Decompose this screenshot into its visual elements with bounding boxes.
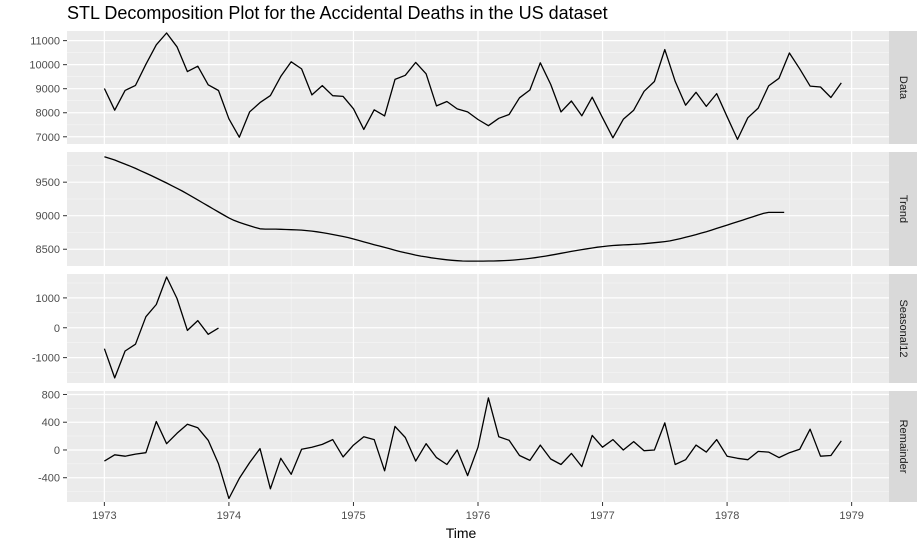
series-line-remainder xyxy=(104,397,842,500)
facet-strip-data xyxy=(889,31,917,144)
facet-strip-remainder xyxy=(889,391,917,502)
y-tick-label: 10000 xyxy=(29,60,60,72)
facet-strip-trend xyxy=(889,152,917,266)
x-tick-label: 1974 xyxy=(217,510,241,522)
series-line-trend xyxy=(104,156,785,262)
y-tick-label: 1000 xyxy=(36,293,60,305)
facet-strip-label: Remainder xyxy=(897,420,909,474)
series-line-seasonal12 xyxy=(103,276,219,379)
y-tick-label: 8000 xyxy=(36,108,60,120)
y-tick-label: 9000 xyxy=(36,84,60,96)
series-line-data xyxy=(103,32,842,141)
y-tick-label: 9500 xyxy=(36,177,60,189)
y-tick-label: 0 xyxy=(54,323,60,335)
x-tick-label: 1979 xyxy=(839,510,863,522)
y-tick-label: 9000 xyxy=(36,211,60,223)
y-tick-label: 0 xyxy=(54,445,60,457)
y-tick-label: 7000 xyxy=(36,132,60,144)
x-tick-label: 1978 xyxy=(715,510,739,522)
x-axis-title: Time xyxy=(445,525,477,541)
y-tick-label: 800 xyxy=(42,389,60,401)
y-tick-label: -1000 xyxy=(32,353,60,365)
facet-strip-label: Seasonal12 xyxy=(897,299,909,357)
y-tick-label: 11000 xyxy=(30,36,60,48)
facet-strip-seasonal12 xyxy=(889,274,917,383)
x-tick-label: 1976 xyxy=(466,510,490,522)
x-tick-label: 1973 xyxy=(92,510,116,522)
chart-title: STL Decomposition Plot for the Accidenta… xyxy=(67,3,608,23)
facet-strip-label: Trend xyxy=(897,195,909,223)
y-tick-label: 8500 xyxy=(36,244,60,256)
x-tick-label: 1977 xyxy=(590,510,614,522)
facet-strip-label: Data xyxy=(897,76,909,100)
x-tick-label: 1975 xyxy=(341,510,365,522)
y-tick-label: 400 xyxy=(42,417,60,429)
y-tick-label: -400 xyxy=(38,473,60,485)
